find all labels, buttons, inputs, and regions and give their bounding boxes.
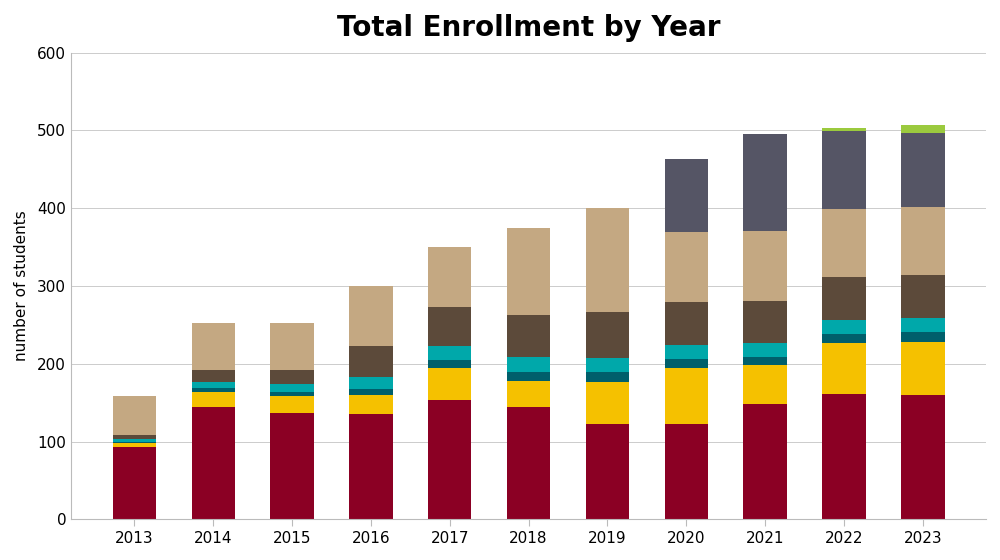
Bar xyxy=(192,323,235,370)
Bar xyxy=(743,231,787,301)
Bar xyxy=(822,277,866,320)
Bar xyxy=(665,302,708,345)
Bar xyxy=(901,133,945,207)
Bar xyxy=(901,342,945,395)
Bar xyxy=(586,208,629,311)
Bar xyxy=(901,275,945,318)
Bar xyxy=(586,358,629,372)
Bar xyxy=(743,404,787,519)
Bar xyxy=(428,307,471,346)
Bar xyxy=(192,407,235,519)
Bar xyxy=(270,384,314,392)
Bar xyxy=(822,209,866,277)
Title: Total Enrollment by Year: Total Enrollment by Year xyxy=(337,14,720,42)
Bar xyxy=(349,395,393,414)
Y-axis label: number of students: number of students xyxy=(14,211,29,361)
Bar xyxy=(113,443,156,447)
Bar xyxy=(507,371,550,381)
Bar xyxy=(192,388,235,392)
Bar xyxy=(586,424,629,519)
Bar xyxy=(349,377,393,389)
Bar xyxy=(822,334,866,343)
Bar xyxy=(822,394,866,519)
Bar xyxy=(428,346,471,360)
Bar xyxy=(428,367,471,400)
Bar xyxy=(901,125,945,133)
Bar xyxy=(270,370,314,384)
Bar xyxy=(901,207,945,275)
Bar xyxy=(586,311,629,358)
Bar xyxy=(113,447,156,519)
Bar xyxy=(270,323,314,370)
Bar xyxy=(822,131,866,209)
Bar xyxy=(349,346,393,377)
Bar xyxy=(192,381,235,388)
Bar xyxy=(743,134,787,231)
Bar xyxy=(507,357,550,371)
Bar xyxy=(665,368,708,424)
Bar xyxy=(665,345,708,359)
Bar xyxy=(822,343,866,394)
Bar xyxy=(113,441,156,443)
Bar xyxy=(586,381,629,424)
Bar xyxy=(349,414,393,519)
Bar xyxy=(270,413,314,519)
Bar xyxy=(113,396,156,435)
Bar xyxy=(428,247,471,307)
Bar xyxy=(270,392,314,395)
Bar xyxy=(901,395,945,519)
Bar xyxy=(428,360,471,367)
Bar xyxy=(665,159,708,232)
Bar xyxy=(349,286,393,346)
Bar xyxy=(901,318,945,332)
Bar xyxy=(743,301,787,343)
Bar xyxy=(507,315,550,357)
Bar xyxy=(428,400,471,519)
Bar xyxy=(507,381,550,407)
Bar xyxy=(192,370,235,381)
Bar xyxy=(665,359,708,368)
Bar xyxy=(507,227,550,315)
Bar xyxy=(507,407,550,519)
Bar xyxy=(901,332,945,342)
Bar xyxy=(822,320,866,334)
Bar xyxy=(349,389,393,395)
Bar xyxy=(743,357,787,365)
Bar xyxy=(270,395,314,413)
Bar xyxy=(822,128,866,131)
Bar xyxy=(113,435,156,439)
Bar xyxy=(586,372,629,381)
Bar xyxy=(665,424,708,519)
Bar xyxy=(192,392,235,407)
Bar xyxy=(113,439,156,441)
Bar xyxy=(743,343,787,357)
Bar xyxy=(665,232,708,302)
Bar xyxy=(743,365,787,404)
